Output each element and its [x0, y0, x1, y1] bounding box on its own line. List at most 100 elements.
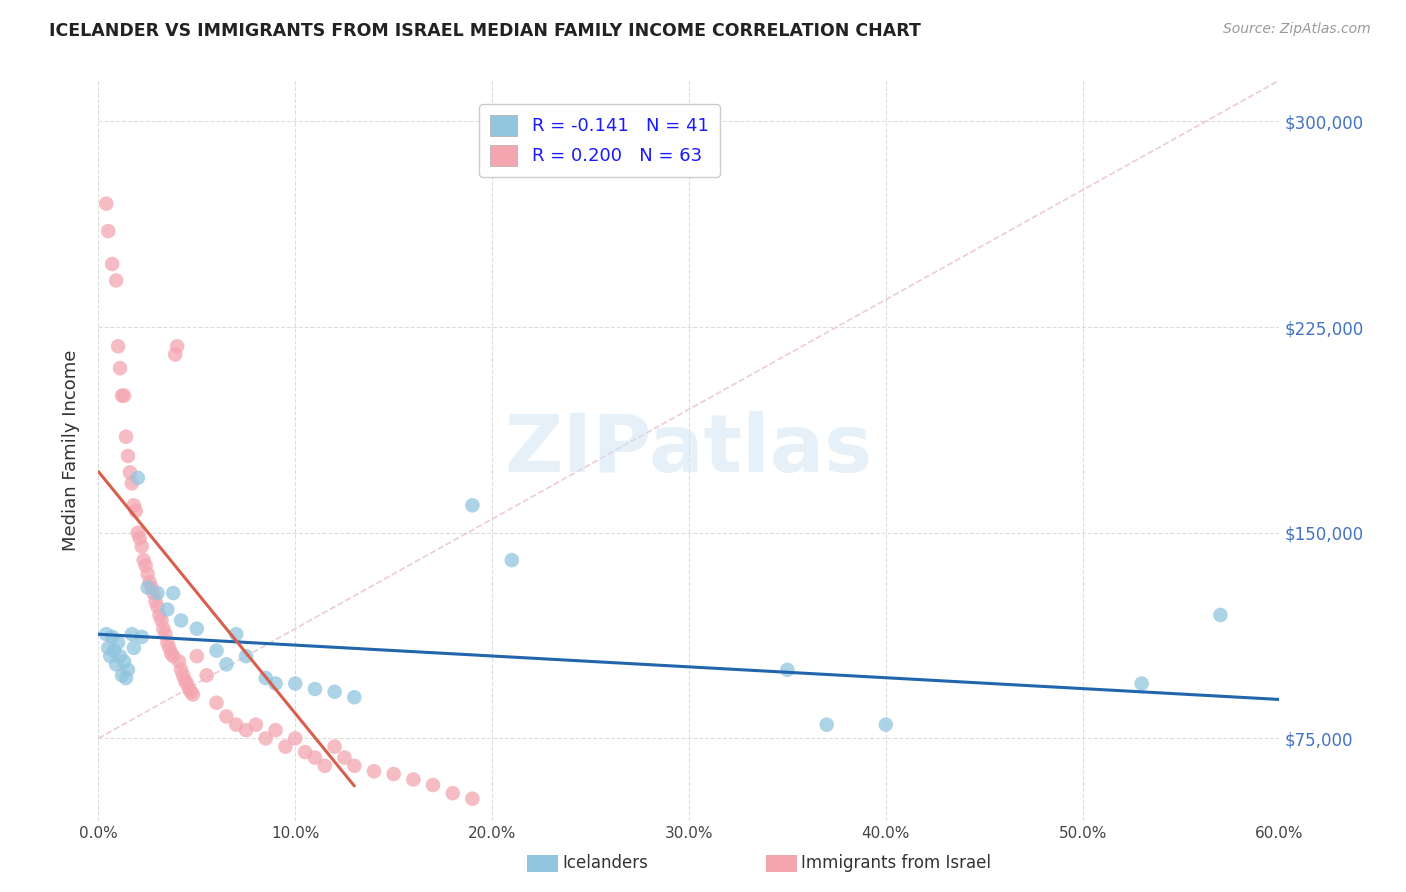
Point [181, 688, 204, 702]
Point [156, 602, 179, 616]
Point [146, 599, 169, 614]
Point [205, 643, 228, 657]
Point [165, 347, 187, 361]
Text: Source: ZipAtlas.com: Source: ZipAtlas.com [1223, 22, 1371, 37]
Point [170, 663, 193, 677]
Point [125, 504, 148, 518]
Point [97, 640, 120, 655]
Point [245, 717, 267, 731]
Point [186, 649, 208, 664]
Point [294, 745, 316, 759]
Point [264, 676, 287, 690]
Point [96, 196, 118, 211]
Point [122, 498, 145, 512]
Point [132, 553, 155, 567]
Point [284, 676, 307, 690]
Point [215, 709, 238, 723]
Point [131, 540, 153, 554]
Point [304, 681, 326, 696]
Point [172, 668, 194, 682]
Text: ZIPatlas: ZIPatlas [505, 411, 873, 490]
Point [136, 566, 159, 581]
Point [112, 389, 135, 403]
Point [96, 627, 118, 641]
Point [875, 717, 897, 731]
Point [284, 731, 307, 746]
Point [174, 673, 197, 688]
Point [304, 750, 326, 764]
Point [167, 655, 190, 669]
Point [166, 339, 188, 353]
Point [107, 635, 129, 649]
Point [148, 607, 170, 622]
Point [422, 778, 444, 792]
Point [180, 685, 202, 699]
Text: Immigrants from Israel: Immigrants from Israel [801, 855, 991, 872]
Legend: R = -0.141   N = 41, R = 0.200   N = 63: R = -0.141 N = 41, R = 0.200 N = 63 [479, 104, 720, 177]
Point [235, 723, 257, 738]
Point [101, 257, 124, 271]
Point [128, 531, 150, 545]
Point [131, 630, 153, 644]
Point [101, 630, 124, 644]
Point [225, 717, 247, 731]
Point [127, 525, 149, 540]
Point [501, 553, 523, 567]
Point [142, 586, 165, 600]
Point [176, 676, 198, 690]
Point [97, 224, 120, 238]
Point [107, 339, 129, 353]
Point [333, 750, 356, 764]
Point [205, 696, 228, 710]
Point [145, 594, 167, 608]
Point [121, 476, 143, 491]
Point [343, 759, 366, 773]
Point [105, 657, 128, 672]
Point [264, 723, 287, 738]
Point [254, 731, 277, 746]
Point [117, 449, 139, 463]
Point [111, 668, 134, 682]
Point [363, 764, 385, 779]
Point [108, 361, 131, 376]
Point [115, 430, 138, 444]
Point [1130, 676, 1153, 690]
Point [402, 772, 425, 787]
Point [274, 739, 297, 754]
Point [138, 575, 160, 590]
Point [225, 627, 247, 641]
Point [441, 786, 464, 800]
Point [254, 671, 277, 685]
Point [162, 649, 184, 664]
Point [152, 622, 174, 636]
Point [382, 767, 405, 781]
Point [156, 635, 179, 649]
Point [115, 671, 138, 685]
Point [136, 581, 159, 595]
Point [105, 273, 128, 287]
Point [127, 471, 149, 485]
Point [776, 663, 799, 677]
Point [155, 627, 177, 641]
Point [177, 681, 200, 696]
Point [215, 657, 238, 672]
Point [170, 614, 193, 628]
Point [146, 586, 169, 600]
Point [323, 739, 346, 754]
Point [186, 622, 208, 636]
Point [815, 717, 838, 731]
Text: Icelanders: Icelanders [562, 855, 648, 872]
Point [135, 558, 157, 573]
Point [157, 640, 180, 655]
Point [111, 389, 134, 403]
Point [103, 643, 125, 657]
Point [122, 640, 145, 655]
Point [323, 685, 346, 699]
Point [117, 663, 139, 677]
Point [195, 668, 218, 682]
Y-axis label: Median Family Income: Median Family Income [62, 350, 80, 551]
Point [108, 649, 131, 664]
Point [121, 627, 143, 641]
Point [141, 581, 163, 595]
Point [343, 690, 366, 705]
